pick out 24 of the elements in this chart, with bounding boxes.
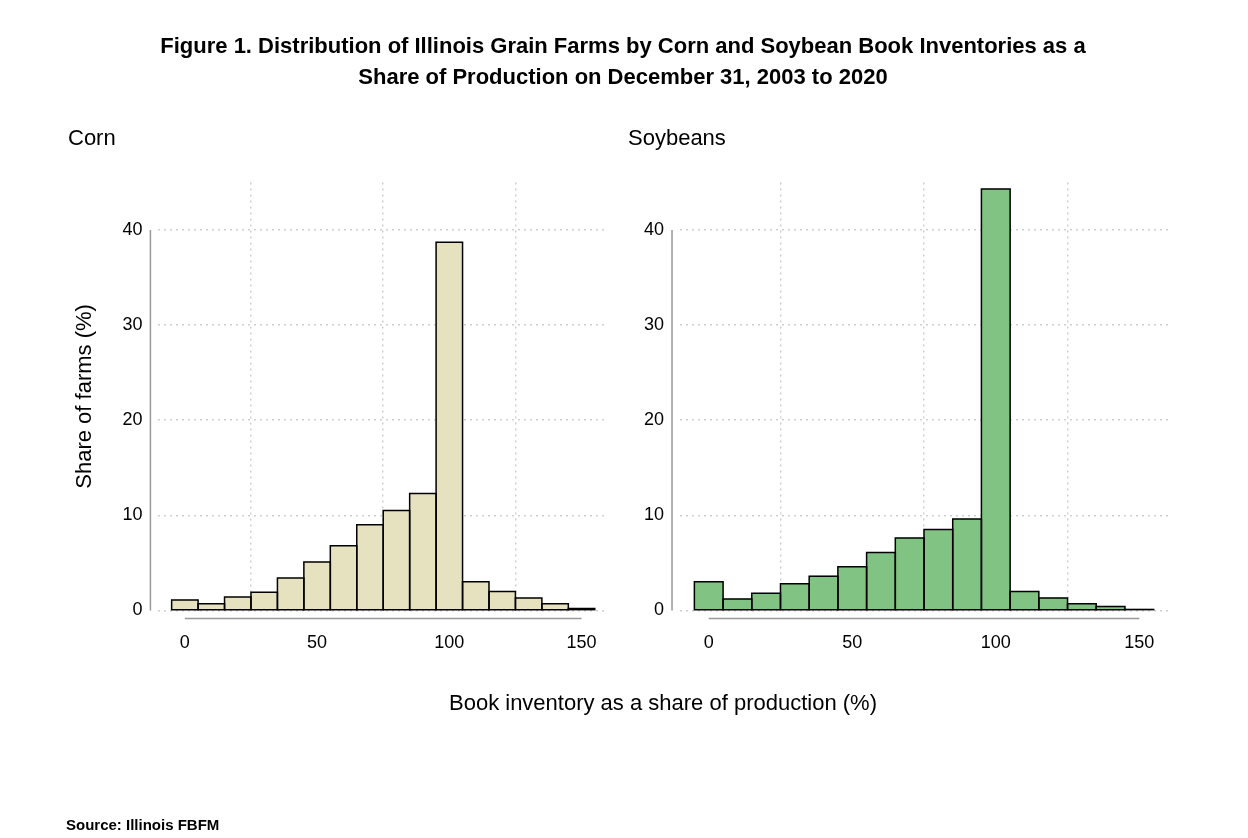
x-tick-label: 100	[980, 632, 1011, 653]
y-tick-label: 10	[122, 504, 143, 525]
y-tick-label: 20	[643, 409, 665, 430]
x-tick-label: 150	[1124, 632, 1155, 653]
chart-subtitle: Corn	[68, 125, 116, 151]
chart-title: Figure 1. Distribution of Illinois Grain Farms by Corn and Soybean Book Inventories as a Share of Production on December 31, 2003 to 2020	[159, 32, 1087, 91]
x-tick-label: 0	[179, 632, 190, 653]
y-axis-title: Share of farms (%)	[71, 304, 97, 489]
y-tick-label: 0	[654, 599, 665, 620]
source-note: Source: Illinois FBFM	[66, 816, 220, 833]
x-tick-label: 150	[566, 632, 597, 653]
y-tick-label: 20	[122, 409, 143, 430]
y-tick-label: 40	[122, 218, 143, 239]
y-tick-label: 40	[643, 218, 665, 239]
x-tick-label: 50	[842, 632, 863, 653]
chart-subtitle: Soybeans	[628, 125, 726, 151]
y-tick-label: 0	[132, 599, 143, 620]
y-tick-label: 30	[643, 314, 665, 335]
y-tick-label: 10	[643, 504, 665, 525]
y-tick-label: 30	[122, 314, 143, 335]
x-tick-label: 100	[434, 632, 465, 653]
x-tick-label: 0	[703, 632, 714, 653]
x-tick-label: 50	[307, 632, 328, 653]
x-axis-title: Book inventory as a share of production (%)	[448, 690, 878, 716]
